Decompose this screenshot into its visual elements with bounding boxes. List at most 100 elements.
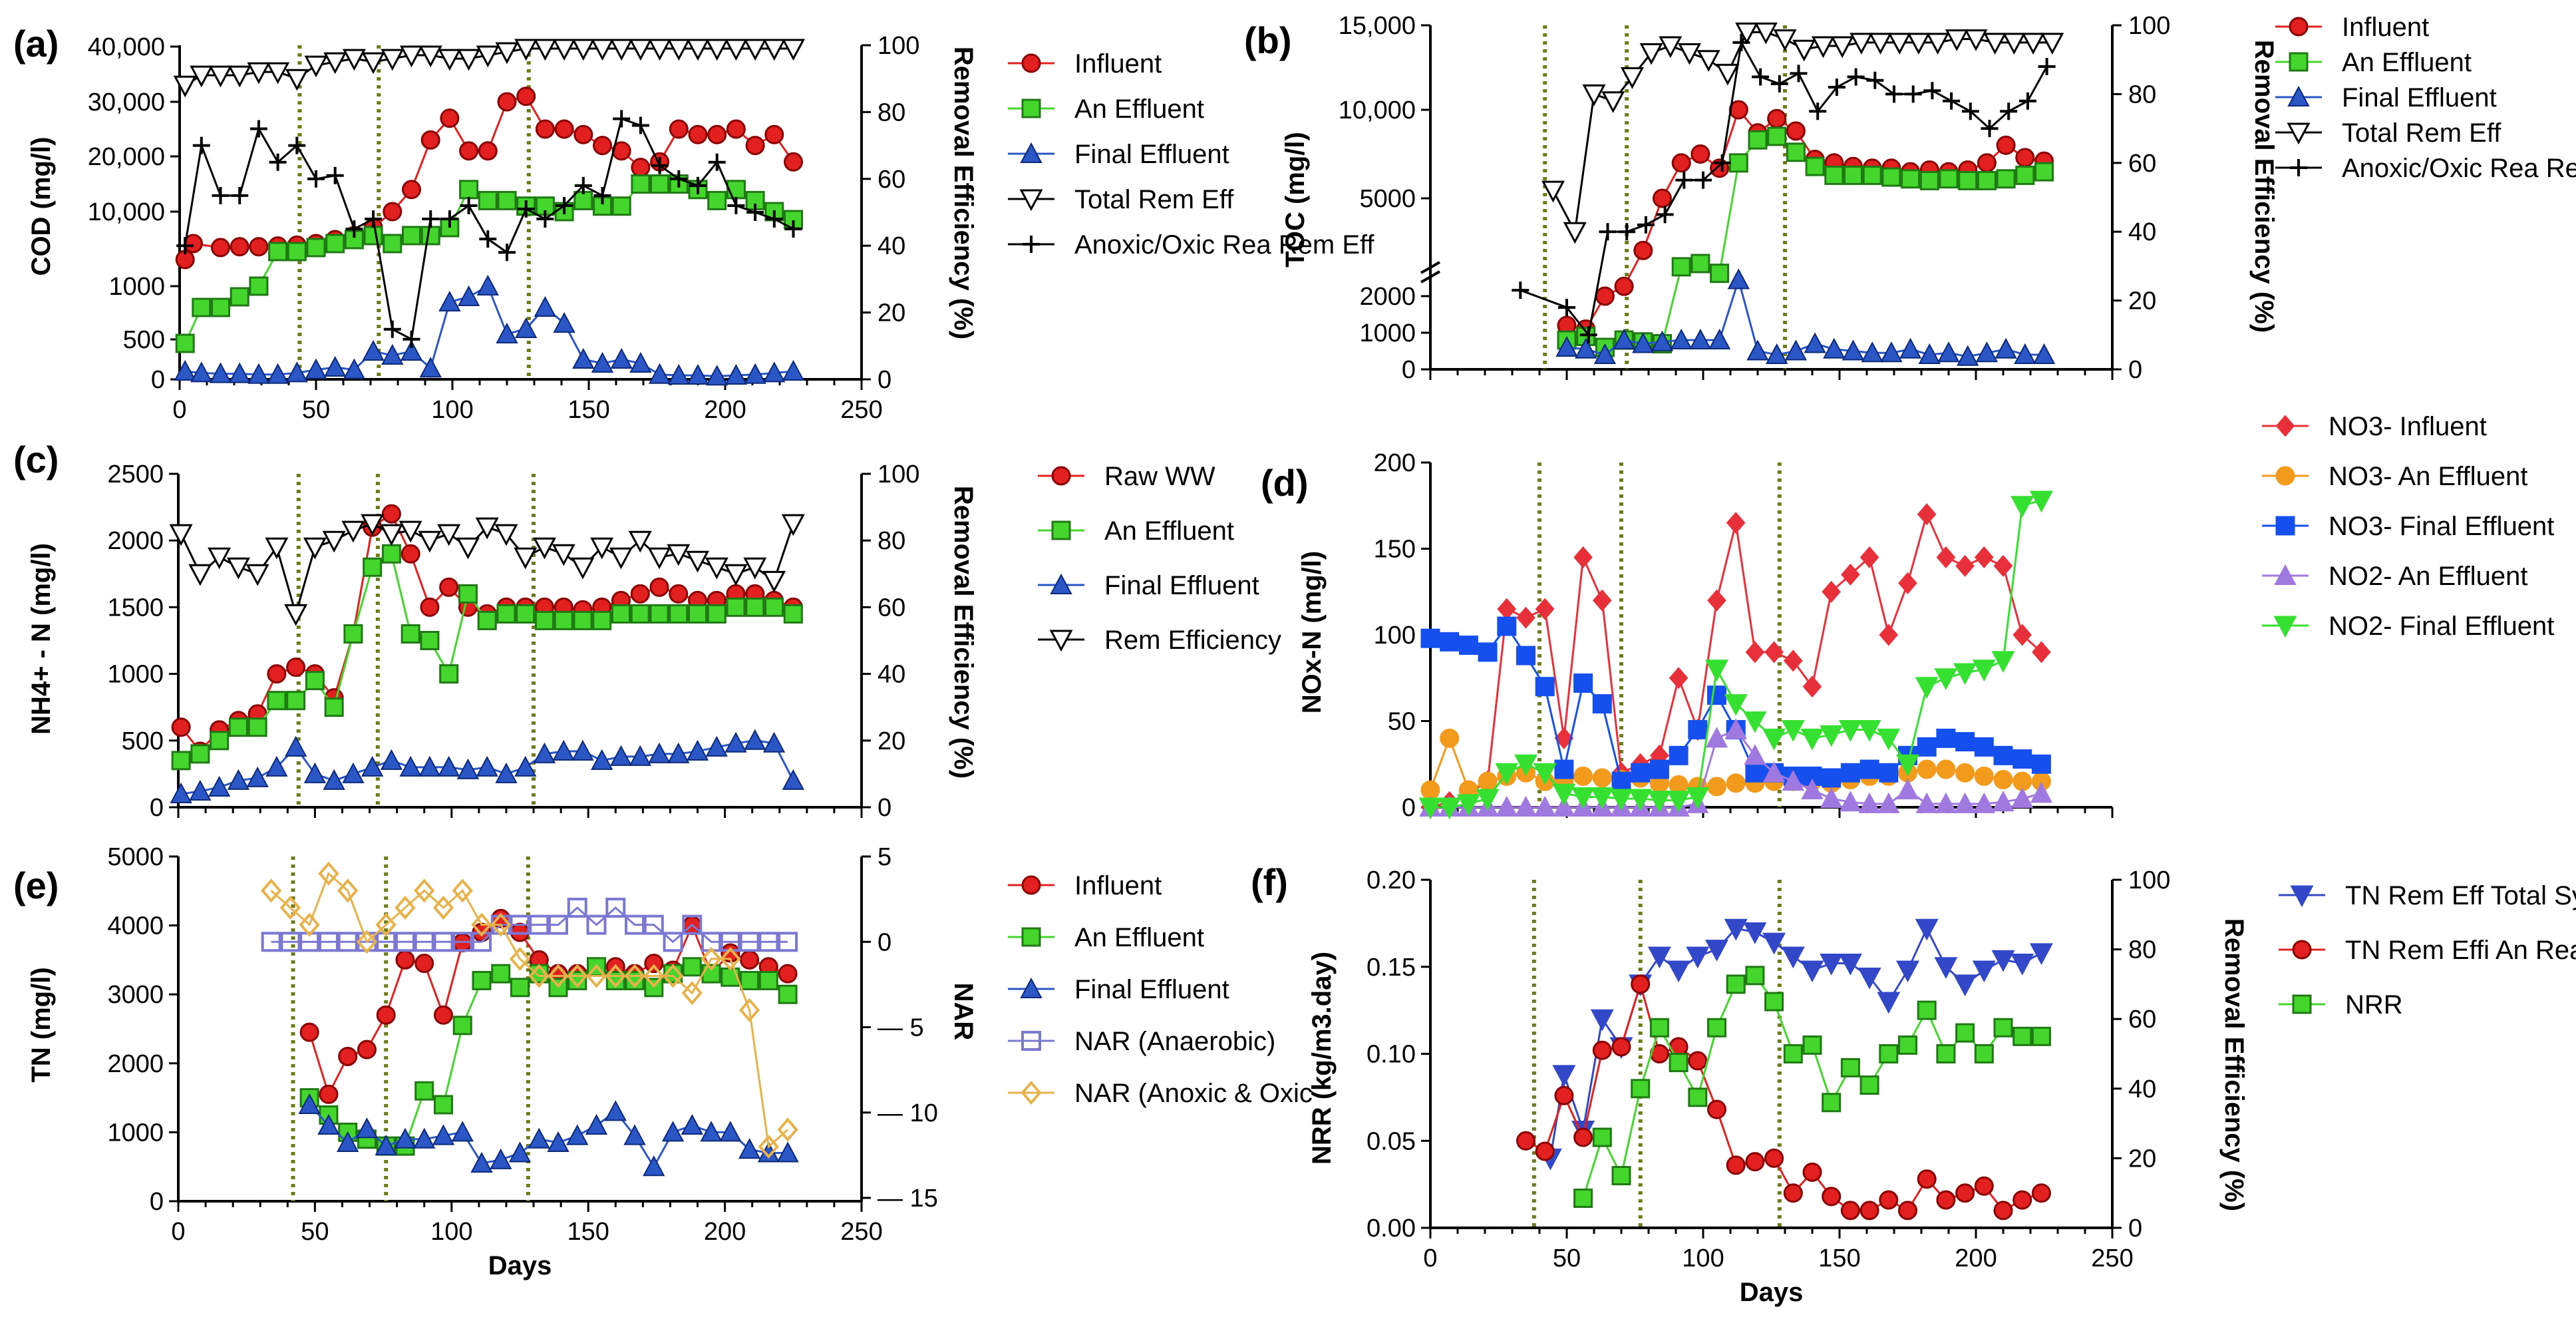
data-point bbox=[1590, 1009, 1614, 1032]
data-point bbox=[1975, 341, 1999, 363]
data-point bbox=[1732, 33, 1750, 51]
x-tick-label: 50 bbox=[1553, 1244, 1581, 1272]
x-tick-label: 0 bbox=[171, 1218, 185, 1246]
data-point bbox=[687, 363, 709, 385]
data-point bbox=[2034, 162, 2054, 182]
y2-tick-label: 100 bbox=[878, 461, 919, 488]
y-tick-label: 3000 bbox=[107, 981, 164, 1009]
x-tick-label: 200 bbox=[704, 1218, 746, 1246]
data-point bbox=[516, 87, 536, 106]
legend-label: NO3- Final Effluent bbox=[2329, 512, 2554, 541]
data-point bbox=[708, 153, 726, 171]
legend-label: Raw WW bbox=[1104, 462, 1215, 491]
data-point bbox=[440, 108, 460, 128]
data-point bbox=[609, 547, 633, 570]
data-point bbox=[609, 745, 633, 766]
data-point bbox=[669, 119, 689, 139]
y-tick-label: 20,000 bbox=[88, 143, 165, 171]
y2-tick-label: 60 bbox=[878, 166, 905, 194]
data-point bbox=[418, 530, 442, 553]
data-point bbox=[1841, 563, 1860, 586]
data-point bbox=[1822, 580, 1842, 603]
y-tick-label: 2000 bbox=[107, 1050, 164, 1078]
data-point bbox=[1743, 922, 1767, 944]
data-point bbox=[1955, 1183, 1975, 1203]
data-point bbox=[286, 691, 306, 711]
data-point bbox=[2018, 92, 2036, 110]
legend-label: Influent bbox=[1074, 871, 1162, 900]
data-point bbox=[1953, 663, 1977, 685]
data-point bbox=[400, 339, 423, 361]
data-point bbox=[303, 537, 327, 560]
data-point bbox=[1904, 85, 1922, 103]
data-point bbox=[611, 196, 631, 216]
data-point bbox=[1456, 794, 1480, 816]
data-point bbox=[1614, 276, 1634, 296]
data-point bbox=[1859, 759, 1879, 779]
legend-marker bbox=[2273, 616, 2297, 638]
data-point bbox=[381, 343, 404, 365]
data-point bbox=[1786, 142, 1806, 162]
data-point bbox=[249, 237, 269, 257]
data-point bbox=[2030, 782, 2053, 803]
data-point bbox=[1858, 792, 1881, 813]
data-point bbox=[1782, 770, 1804, 791]
data-point bbox=[1726, 773, 1746, 793]
data-point bbox=[719, 1121, 742, 1142]
y2-tick-label: 0 bbox=[2128, 1215, 2142, 1242]
data-point bbox=[414, 954, 434, 974]
data-point bbox=[209, 362, 232, 383]
data-point bbox=[266, 62, 290, 85]
data-point bbox=[1861, 341, 1883, 363]
data-point bbox=[744, 363, 766, 384]
data-point bbox=[1993, 1018, 2013, 1038]
series-line bbox=[1525, 980, 2042, 1212]
y-tick-label: 5000 bbox=[107, 843, 164, 871]
data-point bbox=[261, 878, 282, 903]
data-point bbox=[726, 180, 746, 200]
data-point bbox=[228, 717, 248, 737]
data-point bbox=[1592, 694, 1612, 714]
data-point bbox=[1824, 165, 1844, 185]
y2-tick-label: 0 bbox=[878, 366, 891, 394]
data-point bbox=[782, 359, 805, 381]
series-an-effluent bbox=[175, 174, 803, 353]
data-point bbox=[245, 564, 269, 586]
data-point bbox=[682, 957, 702, 977]
data-point bbox=[1573, 1127, 1593, 1147]
data-point bbox=[1991, 651, 2015, 673]
data-point bbox=[1670, 328, 1692, 349]
y-tick-label: 150 bbox=[1374, 536, 1416, 564]
data-point bbox=[1838, 719, 1862, 742]
data-point bbox=[1955, 1023, 1975, 1043]
data-point bbox=[1592, 1127, 1612, 1147]
data-point bbox=[1868, 33, 1893, 55]
data-point bbox=[1898, 1201, 1917, 1221]
data-point bbox=[190, 361, 213, 383]
data-point bbox=[740, 970, 760, 990]
data-point bbox=[2032, 343, 2056, 364]
data-point bbox=[475, 517, 499, 540]
data-point bbox=[1879, 763, 1899, 783]
legend-marker bbox=[1021, 927, 1041, 947]
data-point bbox=[279, 895, 301, 920]
data-point bbox=[208, 547, 232, 570]
data-point bbox=[342, 49, 366, 71]
data-point bbox=[631, 116, 649, 134]
data-point bbox=[268, 242, 288, 262]
x-tick-label: 150 bbox=[567, 396, 609, 424]
y2-tick-label: — 10 bbox=[878, 1099, 938, 1127]
data-point bbox=[401, 544, 420, 564]
data-point bbox=[1704, 660, 1729, 681]
data-point bbox=[1707, 589, 1726, 612]
data-point bbox=[1877, 992, 1901, 1014]
y-tick-label: 1000 bbox=[107, 1119, 164, 1147]
data-point bbox=[682, 914, 703, 935]
data-point bbox=[1917, 1000, 1937, 1020]
data-point bbox=[643, 1155, 665, 1177]
data-point bbox=[383, 202, 402, 222]
data-point bbox=[707, 124, 727, 144]
data-point bbox=[2032, 641, 2051, 663]
data-point bbox=[1958, 170, 1978, 190]
series-line bbox=[270, 872, 789, 1149]
